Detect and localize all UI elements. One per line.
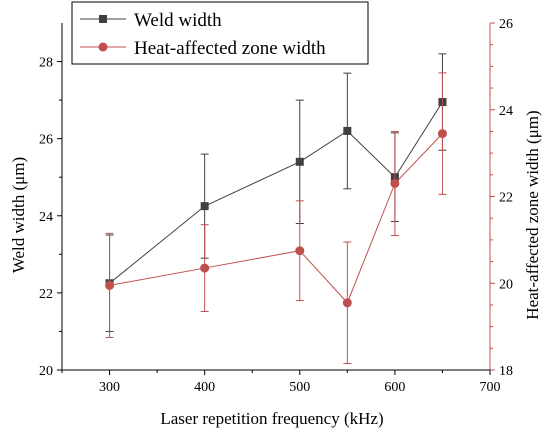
x-tick-label: 400: [194, 380, 215, 395]
x-axis-title: Laser repetition frequency (kHz): [160, 409, 383, 428]
y2-axis-title: Heat-affected zone width (μm): [523, 110, 542, 319]
series-layer: [105, 53, 447, 364]
data-point: [200, 202, 209, 211]
legend-label-haz: Heat-affected zone width: [134, 38, 326, 59]
y2-tick-label: 24: [499, 104, 513, 119]
data-point: [390, 178, 400, 188]
data-point: [342, 298, 352, 308]
right-axis: 18 20 22 24 26: [489, 17, 513, 379]
data-point: [437, 129, 447, 139]
data-point: [343, 126, 352, 135]
y2-tick-label: 26: [499, 17, 513, 32]
series-line: [109, 101, 443, 284]
y-tick-label: 24: [39, 210, 53, 225]
plot-area: 20 22 24 26 28 18 20 22 24 26 300 400 500 600 700: [39, 17, 513, 395]
series-haz: [105, 72, 447, 364]
x-tick-label: 500: [289, 380, 310, 395]
legend-marker-weld: [99, 15, 107, 23]
data-point: [295, 246, 305, 256]
bottom-axis: 300 400 500 600 700: [61, 369, 501, 395]
left-axis: 20 22 24 26 28: [39, 23, 63, 379]
y-axis-title: Weld width (μm): [9, 157, 28, 273]
legend-marker-haz: [98, 42, 108, 52]
y-tick-label: 26: [39, 133, 53, 148]
data-point: [200, 263, 210, 273]
y-tick-label: 20: [39, 364, 53, 379]
y-tick-label: 22: [39, 287, 53, 302]
y2-tick-label: 18: [499, 364, 513, 379]
legend: Weld width Heat-affected zone width: [71, 1, 369, 65]
x-tick-label: 300: [99, 380, 120, 395]
y2-tick-label: 22: [499, 191, 513, 206]
data-point: [105, 280, 115, 290]
data-point: [295, 157, 304, 166]
x-tick-label: 700: [480, 380, 501, 395]
x-tick-label: 600: [384, 380, 405, 395]
legend-label-weld: Weld width: [134, 10, 222, 31]
y-tick-label: 28: [39, 56, 53, 71]
legend-box: [71, 1, 369, 65]
series-line: [109, 133, 443, 304]
y2-tick-label: 20: [499, 277, 513, 292]
